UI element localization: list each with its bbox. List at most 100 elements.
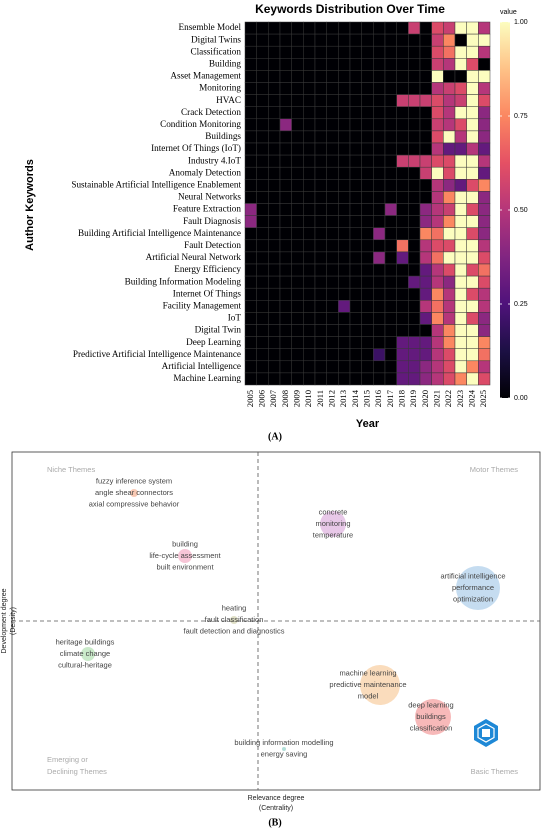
heat-cell xyxy=(268,203,281,216)
heat-cell xyxy=(373,300,386,313)
heat-cell xyxy=(291,251,304,265)
heat-cell xyxy=(431,324,444,337)
heat-cell xyxy=(443,251,456,265)
heat-cell xyxy=(326,179,339,192)
heat-cell xyxy=(314,191,327,204)
x-tick-label: 2009 xyxy=(291,390,301,407)
heat-cell xyxy=(326,263,339,277)
heat-cell xyxy=(361,45,374,59)
x-tick-label: 2008 xyxy=(280,390,290,407)
heat-cell xyxy=(303,348,316,362)
heat-cell xyxy=(244,215,257,228)
heat-cell xyxy=(338,251,351,265)
heat-cell xyxy=(396,324,409,337)
heat-cell xyxy=(314,179,327,192)
heat-cell xyxy=(279,191,292,204)
heat-cell xyxy=(244,70,257,83)
y-tick-label: Neural Networks xyxy=(178,192,241,202)
heat-cell xyxy=(268,275,281,289)
heat-cell xyxy=(268,300,281,313)
heat-cell xyxy=(478,312,491,325)
heat-cell xyxy=(373,166,386,180)
cluster-label: model xyxy=(358,691,379,700)
heat-cell xyxy=(349,58,362,71)
heat-cell xyxy=(244,372,257,386)
heat-cell xyxy=(431,142,444,156)
heat-cell xyxy=(244,166,257,180)
cluster-label: axial compressive behavior xyxy=(89,499,180,508)
heat-cell xyxy=(338,118,351,132)
heat-cell xyxy=(478,324,491,337)
heat-cell xyxy=(431,191,444,204)
heat-cell xyxy=(361,372,374,386)
heat-cell xyxy=(338,348,351,362)
heat-cell xyxy=(384,215,397,228)
heat-cell xyxy=(478,94,491,107)
heat-cell xyxy=(256,166,269,180)
cluster-label: climate change xyxy=(60,649,110,658)
heat-cell xyxy=(478,106,491,120)
heat-cell xyxy=(256,312,269,325)
heat-cell xyxy=(408,70,421,83)
heat-cell xyxy=(338,142,351,156)
heat-cell xyxy=(349,191,362,204)
heat-cell xyxy=(384,166,397,180)
heat-cell xyxy=(373,154,386,168)
heat-cell xyxy=(408,324,421,337)
heat-cell xyxy=(349,312,362,325)
heat-cell xyxy=(268,106,281,120)
heat-cell xyxy=(373,70,386,83)
y-tick-label: Internet Of Things xyxy=(173,288,242,298)
heat-cell xyxy=(373,94,386,107)
heat-cell xyxy=(314,312,327,325)
heat-cell xyxy=(338,227,351,241)
y-tick-label: Artificial Intelligence xyxy=(162,361,241,371)
heat-cell xyxy=(244,360,257,374)
heat-cell xyxy=(349,45,362,59)
heat-cell xyxy=(268,33,281,47)
heat-cell xyxy=(408,130,421,144)
quadrant-label: Emerging or xyxy=(47,755,88,764)
heat-cell xyxy=(419,94,432,107)
heat-cell xyxy=(303,166,316,180)
heat-cell xyxy=(303,287,316,301)
heat-cell xyxy=(454,215,467,228)
heat-cell xyxy=(454,263,467,277)
heat-cell xyxy=(443,336,456,349)
heat-cell xyxy=(373,372,386,386)
heat-cell xyxy=(268,312,281,325)
colorbar xyxy=(500,22,510,398)
heat-cell xyxy=(361,275,374,289)
heat-cell xyxy=(244,58,257,71)
heat-cell xyxy=(419,130,432,144)
y-tick-label: Deep Learning xyxy=(186,337,241,347)
heat-cell xyxy=(478,191,491,204)
heat-cell xyxy=(338,33,351,47)
heat-cell xyxy=(291,179,304,192)
x-tick-label: 2024 xyxy=(466,389,476,407)
heat-cell xyxy=(419,372,432,386)
heat-cell xyxy=(431,58,444,71)
heat-cell xyxy=(279,348,292,362)
heat-cell xyxy=(443,58,456,71)
heat-cell xyxy=(326,142,339,156)
y-tick-label: Buildings xyxy=(205,131,241,141)
heat-cell xyxy=(466,287,479,301)
heat-cell xyxy=(443,154,456,168)
heat-cell xyxy=(361,336,374,349)
heat-cell xyxy=(256,239,269,253)
heat-cell xyxy=(291,372,304,386)
heat-cell xyxy=(256,94,269,107)
heat-cell xyxy=(291,45,304,59)
heat-cell xyxy=(431,360,444,374)
heat-cell xyxy=(384,82,397,95)
heat-cell xyxy=(268,179,281,192)
heat-cell xyxy=(314,166,327,180)
y-tick-label: Fault Detection xyxy=(184,240,241,250)
heat-cell xyxy=(291,94,304,107)
heat-cell xyxy=(466,82,479,95)
heat-cell xyxy=(384,179,397,192)
heat-cell xyxy=(291,287,304,301)
heat-cell xyxy=(338,336,351,349)
heat-cell xyxy=(314,106,327,120)
